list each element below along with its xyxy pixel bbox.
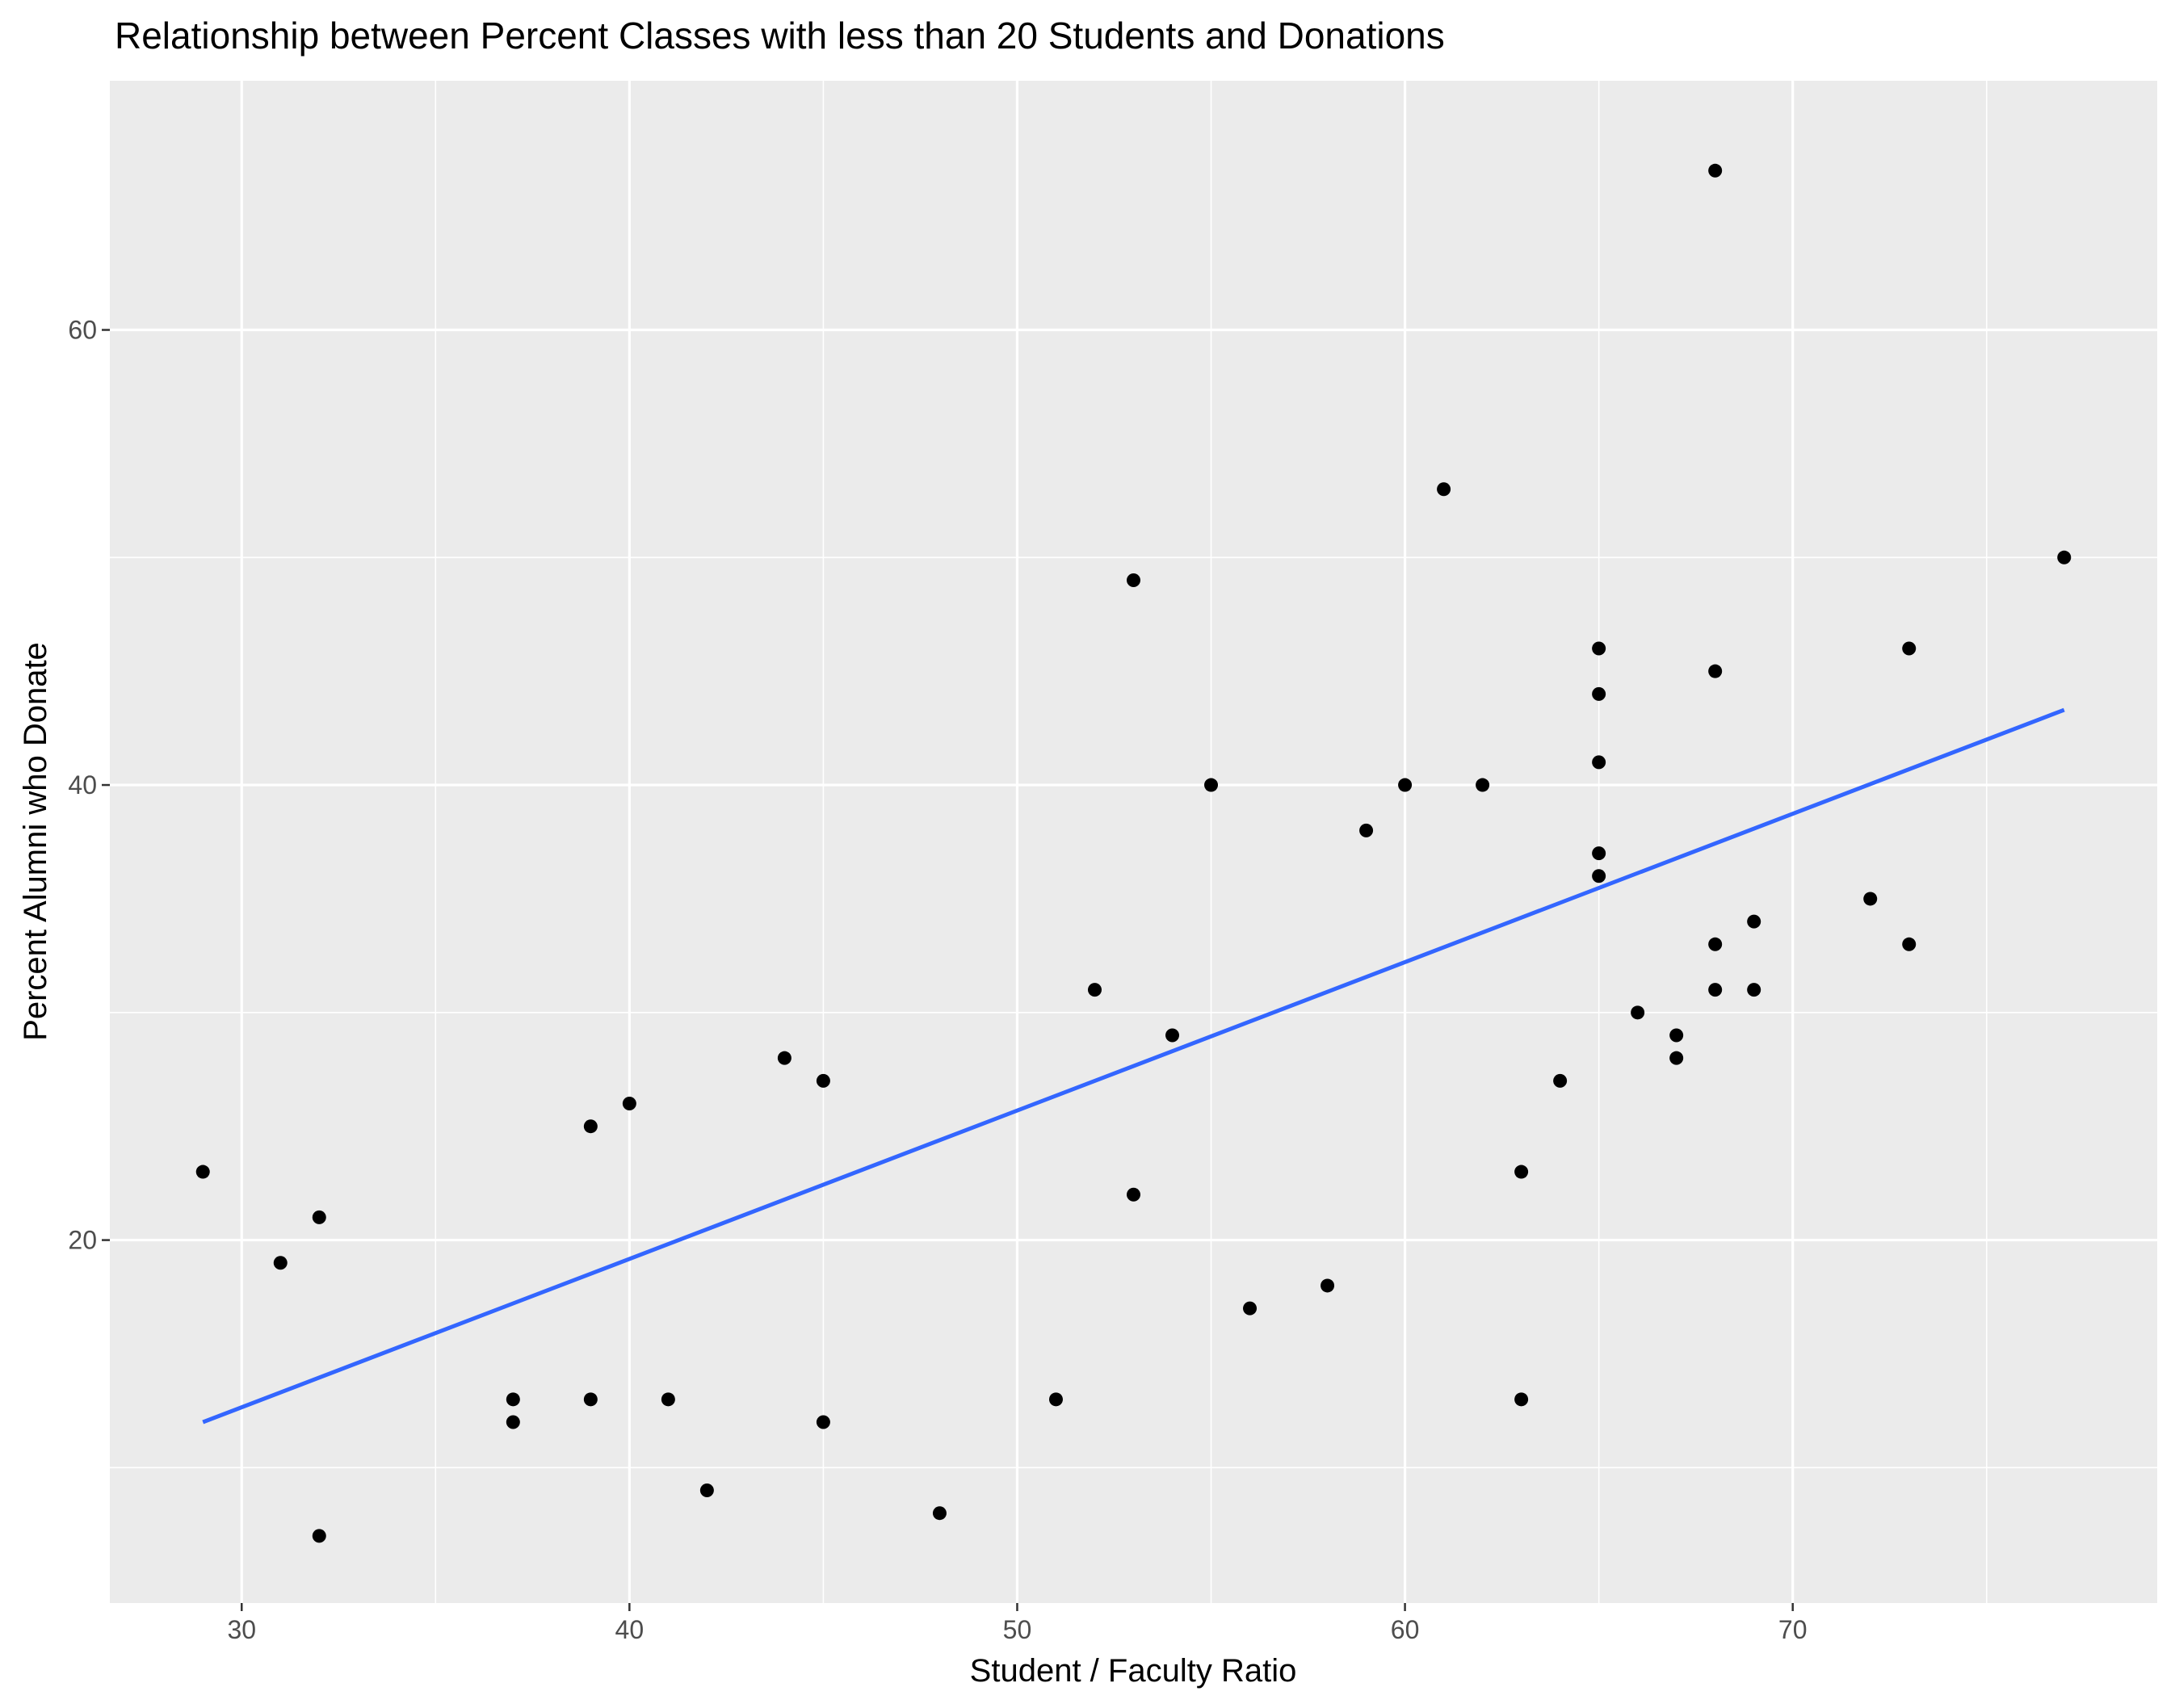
data-point (1708, 937, 1723, 951)
data-point (622, 1097, 636, 1111)
data-point (1592, 755, 1606, 770)
x-tick-label: 60 (1391, 1615, 1420, 1644)
y-axis-title: Percent Alumni who Donate (18, 642, 53, 1041)
data-point (273, 1256, 288, 1270)
data-point (583, 1119, 598, 1134)
data-point (1321, 1278, 1335, 1293)
data-point (1669, 1028, 1684, 1043)
plot-panel (110, 81, 2157, 1603)
data-point (312, 1210, 326, 1224)
data-point (2057, 550, 2072, 564)
data-point (583, 1392, 598, 1407)
data-point (816, 1073, 830, 1088)
y-tick-label: 60 (68, 316, 97, 345)
data-point (1048, 1392, 1063, 1407)
data-point (1398, 778, 1413, 792)
data-point (1087, 983, 1102, 997)
data-point (1592, 869, 1606, 883)
minor-gridlines (110, 81, 2157, 1603)
x-tick-label: 40 (615, 1615, 645, 1644)
data-point (1476, 778, 1490, 792)
data-point (816, 1415, 830, 1429)
data-point (195, 1165, 210, 1179)
data-point (1592, 641, 1606, 656)
data-point (1592, 846, 1606, 861)
data-point (1592, 686, 1606, 701)
data-point (1902, 641, 1917, 656)
fit-line-group (202, 707, 2065, 1425)
data-point (1902, 937, 1917, 951)
data-point (777, 1051, 791, 1065)
chart-title: Relationship between Percent Classes wit… (115, 15, 1445, 57)
data-point (1708, 983, 1723, 997)
data-point (1243, 1301, 1258, 1316)
data-point (1553, 1073, 1568, 1088)
data-point (1708, 163, 1723, 178)
x-tick-label: 30 (227, 1615, 256, 1644)
data-point (1863, 892, 1878, 906)
data-point (1127, 573, 1140, 587)
data-point (1631, 1005, 1645, 1020)
x-tick-label: 70 (1778, 1615, 1808, 1644)
data-point (506, 1392, 520, 1407)
y-axis: 20 40 60 (68, 316, 110, 1255)
y-tick-label: 20 (68, 1226, 97, 1255)
data-point (1747, 983, 1761, 997)
data-point (1359, 823, 1374, 837)
data-point (1127, 1187, 1140, 1202)
fit-line (202, 707, 2065, 1425)
x-tick-label: 50 (1003, 1615, 1032, 1644)
data-point (1514, 1165, 1529, 1179)
data-point (1747, 914, 1761, 929)
data-point (312, 1529, 326, 1543)
data-point (1437, 482, 1451, 497)
data-point (699, 1483, 714, 1498)
data-point (932, 1506, 947, 1521)
data-point (1669, 1051, 1684, 1065)
data-point (1165, 1028, 1180, 1043)
data-point (1708, 664, 1723, 678)
data-point (661, 1392, 675, 1407)
y-tick-label: 40 (68, 770, 97, 799)
x-axis: 30 40 50 60 70 (227, 1603, 1807, 1644)
data-point (1514, 1392, 1529, 1407)
data-point (506, 1415, 520, 1429)
x-axis-title: Student / Faculty Ratio (970, 1653, 1297, 1689)
data-point (1204, 778, 1219, 792)
data-points (195, 163, 2072, 1543)
major-gridlines (110, 81, 2157, 1603)
